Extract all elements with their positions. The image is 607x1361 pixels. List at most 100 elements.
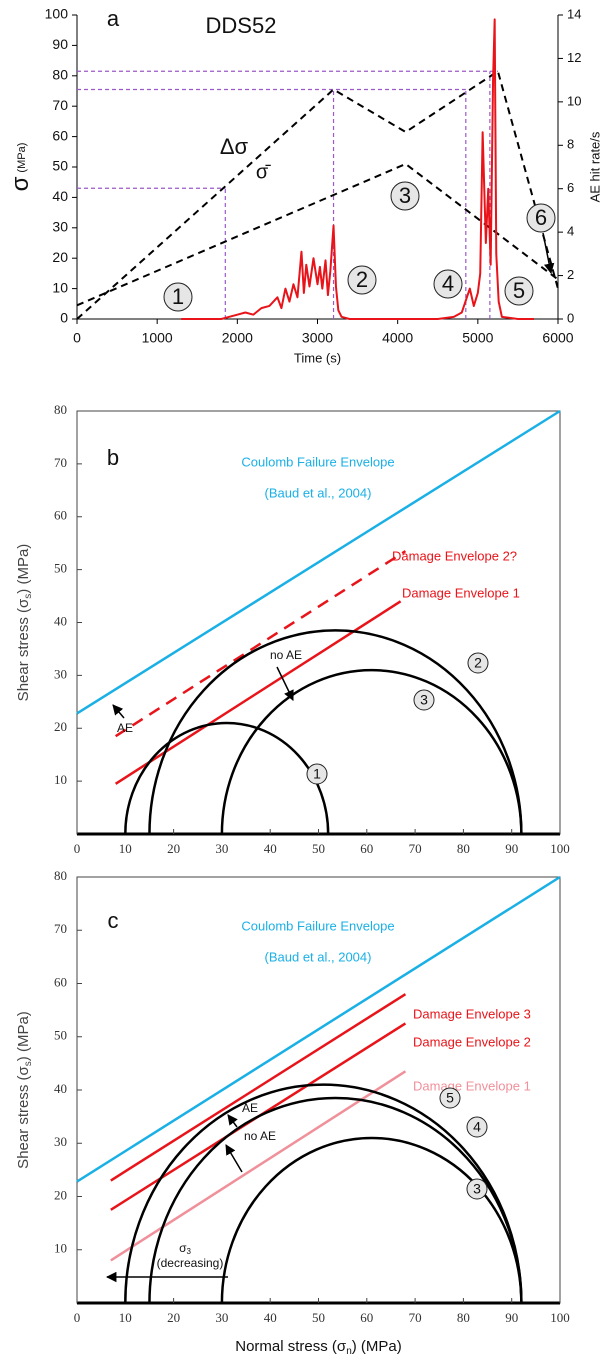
y-tick-label: 50	[52, 158, 68, 174]
envelope-label: Damage Envelope 2?	[392, 548, 517, 563]
x-tick-label: 0	[74, 841, 81, 856]
annotation: AE	[117, 721, 133, 735]
y-tick-label: 100	[45, 6, 69, 22]
y-tick-label: 0	[60, 310, 68, 326]
x-tick-label: 50	[312, 841, 325, 856]
arrow	[276, 666, 294, 701]
series-line	[181, 18, 534, 320]
x-tick-label: 100	[550, 1310, 570, 1325]
y2-tick-label: 10	[567, 93, 581, 108]
annotation: no AE	[270, 648, 302, 662]
y-axis-label-part: Shear stress (σ	[15, 598, 32, 701]
y-axis-label: Shear stress (σs) (MPa)	[15, 544, 34, 702]
y-tick-label: 10	[54, 772, 67, 787]
x-tick-label: 70	[409, 841, 422, 856]
y-tick-label: 30	[54, 666, 67, 681]
y-tick-label: 50	[54, 1028, 67, 1043]
chart-title: DDS52	[206, 13, 277, 38]
y-axis-label-part: Shear stress (σ	[15, 1065, 32, 1168]
envelope-line	[114, 600, 402, 785]
y-tick-label: 70	[54, 921, 67, 936]
panel-label: c	[108, 908, 119, 933]
y-tick-label: 30	[54, 1134, 67, 1149]
x-tick-label: 5000	[462, 330, 493, 346]
x-tick-label: 0	[74, 1310, 81, 1325]
x-tick-label: 100	[550, 841, 570, 856]
circle-label: 6	[535, 205, 547, 230]
x-tick-label: 10	[119, 841, 132, 856]
label-circle	[466, 1178, 488, 1200]
y-tick-label: 30	[52, 219, 68, 235]
circle-label: 1	[172, 284, 184, 309]
y-tick-label: 80	[52, 67, 68, 83]
x-tick-label: 80	[457, 841, 470, 856]
label-circle	[433, 269, 463, 299]
x-tick-label: 10	[119, 1310, 132, 1325]
y2-tick-label: 4	[567, 224, 574, 239]
x-tick-label: 40	[264, 841, 277, 856]
y-axis-label: σ (MPa)	[7, 143, 34, 192]
label-circle	[439, 1087, 461, 1109]
x-tick-label: 90	[505, 841, 518, 856]
y2-axis-label: AE hit rate/s	[587, 131, 602, 202]
panel-label: b	[107, 445, 119, 470]
envelope-label: (Baud et al., 2004)	[265, 949, 372, 964]
label-circle	[390, 181, 420, 211]
envelope-label: Damage Envelope 1	[413, 1078, 531, 1093]
y-tick-label: 70	[54, 455, 67, 470]
circle-label: 4	[442, 271, 454, 296]
x-tick-label: 30	[215, 841, 228, 856]
x-tick-label: 20	[167, 841, 180, 856]
x-tick-label: 1000	[142, 330, 173, 346]
circle-label: 1	[313, 766, 321, 782]
y-axis-unit: (MPa)	[16, 143, 28, 173]
envelope-line	[114, 550, 407, 738]
y-tick-label: 60	[52, 127, 68, 143]
label-circle	[466, 1116, 488, 1138]
mohr-circle	[220, 668, 523, 835]
y-tick-label: 40	[54, 613, 67, 628]
envelope-label: Damage Envelope 1	[402, 585, 520, 600]
circle-label: 5	[446, 1090, 454, 1106]
circle-label: 2	[474, 655, 482, 671]
circle-label: 3	[399, 183, 411, 208]
annotation: AE	[242, 1101, 258, 1115]
x-axis-label: Time (s)	[294, 350, 341, 365]
x-tick-label: 20	[167, 1310, 180, 1325]
envelope-line	[110, 1070, 407, 1262]
mohr-circle	[124, 1083, 523, 1304]
x-tick-label: 3000	[302, 330, 333, 346]
x-tick-label: 0	[73, 330, 81, 346]
y2-tick-label: 2	[567, 267, 574, 282]
series-label: Δσ	[220, 134, 249, 159]
x-tick-label: 60	[360, 841, 373, 856]
envelope-label: Coulomb Failure Envelope	[241, 918, 394, 933]
label-circle	[163, 282, 193, 312]
annotation: no AE	[244, 1129, 276, 1143]
series-label: σ̄	[256, 161, 271, 183]
x-axis-label: Normal stress (σn) (MPa)	[235, 1338, 402, 1357]
x-tick-label: 6000	[542, 330, 573, 346]
y2-tick-label: 12	[567, 50, 581, 65]
mohr-circle	[148, 1096, 523, 1304]
mohr-circle	[148, 629, 523, 835]
envelope-line	[110, 993, 407, 1182]
y-axis-label-subscript: s	[23, 594, 34, 599]
y2-tick-label: 6	[567, 180, 574, 195]
y-axis-label-part: ) (MPa)	[15, 1011, 32, 1061]
arrow	[112, 704, 125, 719]
envelope-line	[76, 409, 561, 715]
y-tick-label: 80	[54, 402, 67, 417]
y-tick-label: 50	[54, 561, 67, 576]
x-tick-label: 90	[505, 1310, 518, 1325]
x-tick-label: 40	[264, 1310, 277, 1325]
label-circle	[347, 265, 377, 295]
x-tick-label: 50	[312, 1310, 325, 1325]
arrow	[227, 1114, 238, 1128]
y-tick-label: 10	[54, 1241, 67, 1256]
label-circle	[504, 276, 534, 306]
arrow	[542, 232, 555, 275]
circle-label: 3	[473, 1181, 481, 1197]
label-circle	[526, 203, 556, 233]
y-tick-label: 40	[54, 1081, 67, 1096]
